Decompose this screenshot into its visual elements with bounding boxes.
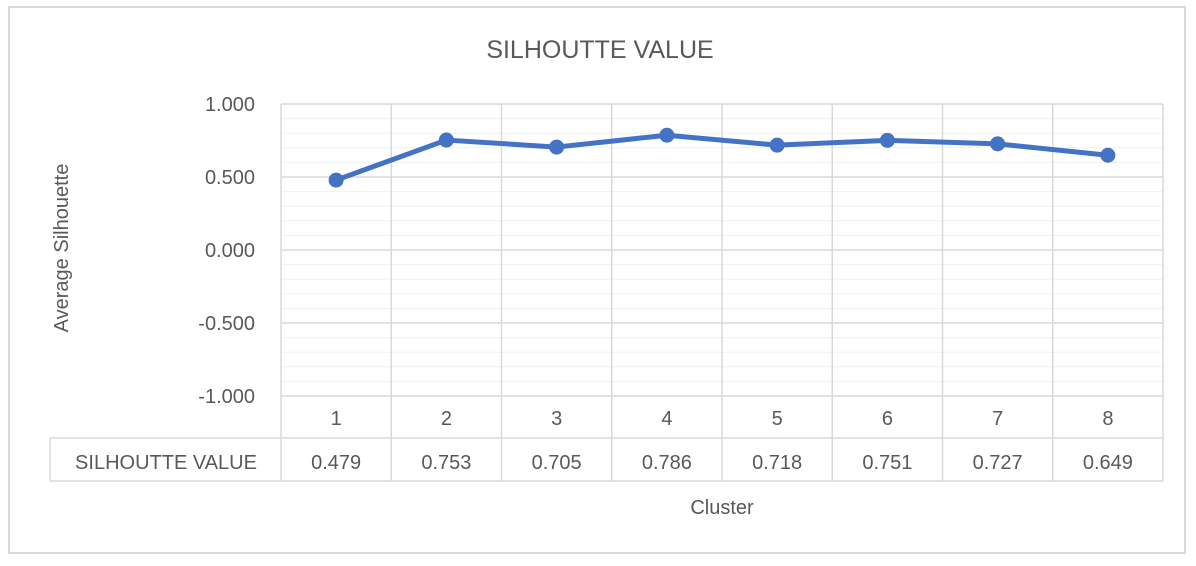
data-point (659, 127, 675, 143)
y-tick-labels: 1.000 0.500 0.000 -0.500 -1.000 (198, 94, 255, 408)
x-tick-label: 7 (992, 408, 1003, 430)
y-axis-label: Average Silhouette (51, 164, 73, 333)
data-point (549, 139, 565, 155)
data-point (328, 172, 344, 188)
data-point (769, 137, 785, 153)
x-tick-label: 2 (441, 408, 452, 430)
data-table-grid (49, 437, 1163, 482)
data-table-value: 0.786 (642, 452, 692, 474)
x-tick-label: 6 (882, 408, 893, 430)
y-tick-label: 1.000 (205, 94, 255, 116)
data-table-values: SILHOUTTE VALUE 0.479 0.753 0.705 0.786 0.71… (75, 452, 1133, 474)
data-table-value: 0.751 (862, 452, 912, 474)
chart-title: SILHOUTTE VALUE (486, 36, 713, 64)
chart-frame (8, 6, 1186, 554)
series-line (333, 132, 1111, 183)
x-axis-label: Cluster (690, 497, 754, 519)
x-tick-label: 8 (1102, 408, 1113, 430)
y-tick-label: 0.000 (205, 240, 255, 262)
data-table-value: 0.727 (973, 452, 1023, 474)
x-tick-labels: 1 2 3 4 5 6 7 8 (331, 408, 1114, 430)
data-point (1100, 147, 1116, 163)
data-table-value: 0.649 (1083, 452, 1133, 474)
data-table-value: 0.705 (532, 452, 582, 474)
major-gridlines (280, 103, 1164, 481)
y-tick-label: -1.000 (198, 386, 255, 408)
data-table-value: 0.479 (311, 452, 361, 474)
x-tick-label: 4 (661, 408, 672, 430)
data-table-value: 0.753 (421, 452, 471, 474)
x-tick-label: 1 (331, 408, 342, 430)
series-silhouette (328, 127, 1116, 188)
data-table-series-label: SILHOUTTE VALUE (75, 452, 257, 474)
x-tick-label: 3 (551, 408, 562, 430)
data-point (990, 136, 1006, 152)
y-tick-label: 0.500 (205, 167, 255, 189)
x-tick-label: 5 (772, 408, 783, 430)
data-point (438, 132, 454, 148)
data-point (879, 132, 895, 148)
data-table-value: 0.718 (752, 452, 802, 474)
y-tick-label: -0.500 (198, 313, 255, 335)
